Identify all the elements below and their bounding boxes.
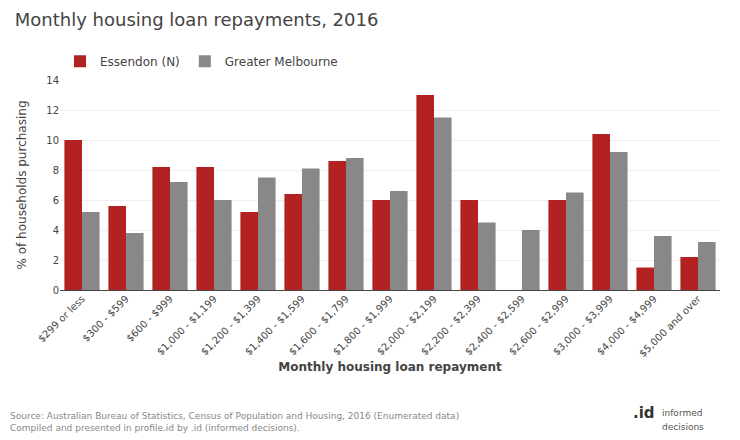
svg-text:12: 12 — [46, 105, 59, 116]
svg-text:informed: informed — [662, 408, 702, 418]
svg-text:$2,600 - $2,999: $2,600 - $2,999 — [507, 293, 571, 357]
svg-text:decisions: decisions — [662, 422, 704, 432]
svg-text:$1,000 - $1,199: $1,000 - $1,199 — [155, 293, 219, 357]
svg-text:$2,400 - $2,599: $2,400 - $2,599 — [463, 293, 527, 357]
svg-text:14: 14 — [46, 75, 59, 86]
svg-text:% of households purchasing: % of households purchasing — [15, 100, 29, 269]
svg-text:$600 - $999: $600 - $999 — [124, 293, 175, 344]
svg-text:$2,200 - $2,399: $2,200 - $2,399 — [419, 293, 483, 357]
svg-text:0: 0 — [53, 285, 59, 296]
svg-text:Essendon (N): Essendon (N) — [100, 55, 180, 69]
svg-text:$1,800 - $1,999: $1,800 - $1,999 — [331, 293, 395, 357]
svg-text:$1,600 - $1,799: $1,600 - $1,799 — [287, 293, 351, 357]
svg-text:$5,000 and over: $5,000 and over — [637, 293, 704, 360]
svg-text:$4,000 - $4,999: $4,000 - $4,999 — [595, 293, 659, 357]
svg-text:4: 4 — [53, 225, 59, 236]
svg-text:$300 - $599: $300 - $599 — [80, 293, 131, 344]
svg-text:Monthly housing loan repayment: Monthly housing loan repayment — [278, 360, 502, 374]
svg-text:.id: .id — [633, 404, 655, 422]
svg-text:10: 10 — [46, 135, 59, 146]
svg-text:Source: Australian Bureau of S: Source: Australian Bureau of Statistics,… — [10, 411, 459, 433]
svg-text:2: 2 — [53, 255, 59, 266]
svg-text:$1,400 - $1,599: $1,400 - $1,599 — [243, 293, 307, 357]
svg-text:Monthly housing loan repayment: Monthly housing loan repayments, 2016 — [15, 9, 379, 30]
svg-text:Greater Melbourne: Greater Melbourne — [225, 55, 338, 69]
svg-text:$2,000 - $2,199: $2,000 - $2,199 — [375, 293, 439, 357]
svg-text:$1,200 - $1,399: $1,200 - $1,399 — [199, 293, 263, 357]
svg-text:$3,000 - $3,999: $3,000 - $3,999 — [551, 293, 615, 357]
svg-text:8: 8 — [53, 165, 59, 176]
svg-text:6: 6 — [53, 195, 59, 206]
svg-text:$299 or less: $299 or less — [36, 293, 87, 344]
